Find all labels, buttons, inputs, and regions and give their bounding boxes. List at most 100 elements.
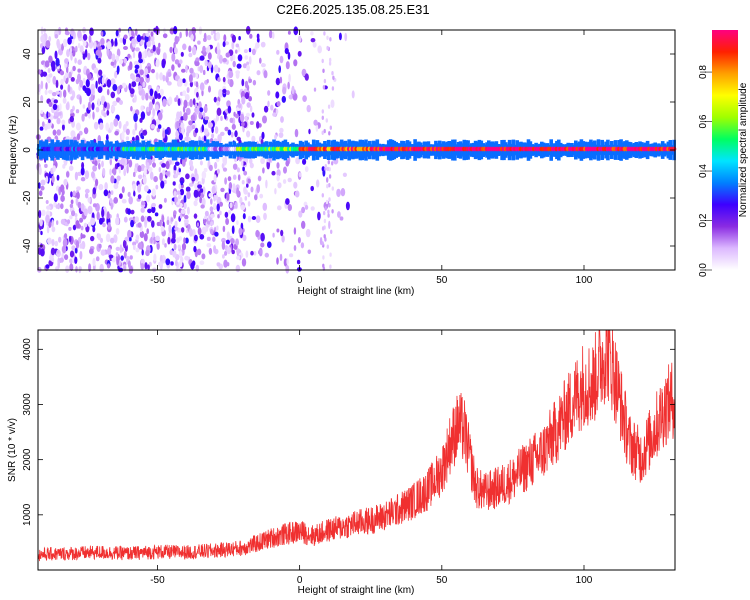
spectrogram-cell [70, 191, 73, 198]
spectrogram-cell [155, 72, 159, 80]
spectrogram-cell [120, 157, 126, 166]
spectrogram-cell [192, 46, 197, 56]
spectrogram-cell [82, 34, 88, 41]
spectrogram-cell [220, 187, 225, 193]
spectrogram-cell [199, 82, 205, 92]
spectrogram-cell [75, 122, 81, 131]
spectrogram-cell [112, 84, 118, 92]
spectrogram-cell [189, 98, 193, 108]
spectrogram-cell [232, 174, 237, 180]
spectrogram-cell [210, 198, 213, 205]
spectrogram-y-tick-label: 20 [22, 96, 33, 108]
spectrogram-cell [259, 57, 262, 64]
spectrogram-cell [206, 243, 212, 248]
spectrogram-cell [293, 181, 298, 189]
spectrogram-cell [59, 257, 64, 263]
spectrogram-cell [48, 118, 51, 124]
spectrogram-cell [175, 259, 178, 267]
spectrogram-cell [260, 232, 265, 242]
spectrogram-cell [223, 34, 227, 42]
spectrogram-cell [219, 210, 222, 216]
spectrogram-cell [188, 52, 193, 58]
spectrogram-cell [277, 182, 282, 189]
spectrogram-cell [270, 104, 274, 111]
spectrogram-cell [197, 40, 201, 45]
spectrogram-cell [293, 59, 298, 67]
spectrogram-cell [211, 126, 214, 134]
snr-y-label: SNR (10 * v/v) [7, 418, 18, 482]
spectrogram-cell [53, 99, 58, 104]
spectrogram-cell [248, 78, 252, 84]
spectrogram-cell [214, 231, 219, 237]
spectrogram-cell [291, 85, 295, 95]
spectrogram-cell [195, 72, 198, 79]
spectrogram-y-label: Frequency (Hz) [8, 116, 19, 185]
spectrogram-cell [174, 173, 178, 179]
spectrogram-cell [312, 41, 317, 48]
spectrogram-cell [143, 166, 147, 176]
spectrogram-cell [176, 190, 181, 195]
spectrogram-cell [203, 128, 209, 135]
spectrogram-cell [131, 30, 135, 37]
spectrogram-cell [274, 134, 278, 140]
spectrogram-cell [109, 168, 112, 176]
spectrogram-cell [145, 32, 150, 37]
spectrogram-cell [137, 194, 142, 200]
spectrogram-cell [156, 86, 160, 93]
spectrogram-cell [185, 131, 190, 138]
spectrogram-cell [82, 104, 86, 109]
spectrogram-cell [214, 126, 219, 134]
spectrogram-cell [199, 55, 205, 61]
spectrogram-cell [199, 107, 204, 113]
spectrogram-cell [146, 228, 149, 235]
spectrogram-cell [159, 219, 162, 227]
spectrogram-cell [251, 48, 256, 56]
spectrogram-cell [110, 202, 114, 210]
spectrogram-cell [256, 121, 260, 129]
spectrogram-cell [95, 178, 99, 187]
spectrogram-cell [321, 130, 324, 135]
spectrogram-cell [110, 190, 114, 196]
spectrogram-cell [301, 68, 307, 77]
spectrogram-cell [329, 264, 332, 269]
spectrogram-cell [145, 92, 149, 101]
spectrogram-cell [51, 219, 54, 227]
spectrogram-cell [225, 52, 231, 58]
spectrogram-cell [138, 51, 142, 60]
spectrogram-cell [96, 211, 100, 221]
spectrogram-cell [287, 81, 290, 90]
spectrogram-cell [53, 193, 58, 203]
spectrogram-cell [212, 236, 216, 242]
spectrogram-cell [79, 243, 83, 249]
spectrogram-cell [162, 74, 165, 82]
spectrogram-cell [40, 26, 44, 35]
spectrogram-cell [282, 179, 287, 184]
spectrogram-cell [223, 157, 227, 166]
spectrogram-cell [191, 176, 196, 182]
spectrogram-cell [77, 43, 81, 49]
spectrogram-cell [293, 245, 297, 251]
spectrogram-cell [130, 75, 135, 80]
spectrogram-cell [321, 109, 324, 114]
spectrogram-cell [213, 245, 217, 254]
spectrogram-cell [255, 215, 261, 223]
spectrogram-cell [179, 260, 183, 268]
spectrogram-cell [331, 86, 335, 91]
spectrogram-cell [174, 220, 178, 228]
spectrogram-cell [75, 240, 80, 249]
spectrogram-cell [194, 127, 199, 134]
colorbar-tick-label: 0.8 [698, 65, 709, 79]
spectrogram-cell [345, 201, 350, 211]
spectrogram-cell [193, 234, 198, 242]
spectrogram-cell [153, 176, 158, 183]
spectrogram-cell [69, 215, 73, 220]
spectrogram-cell [101, 76, 105, 86]
spectrogram-cell [76, 191, 80, 200]
spectrogram-cell [242, 63, 247, 69]
spectrogram-cell [193, 189, 199, 198]
spectrogram-cell [56, 249, 60, 254]
spectrogram-cell [40, 95, 44, 103]
spectrogram-cell [236, 220, 239, 226]
spectrogram-cell [266, 160, 271, 170]
spectrogram-cell [52, 103, 58, 111]
